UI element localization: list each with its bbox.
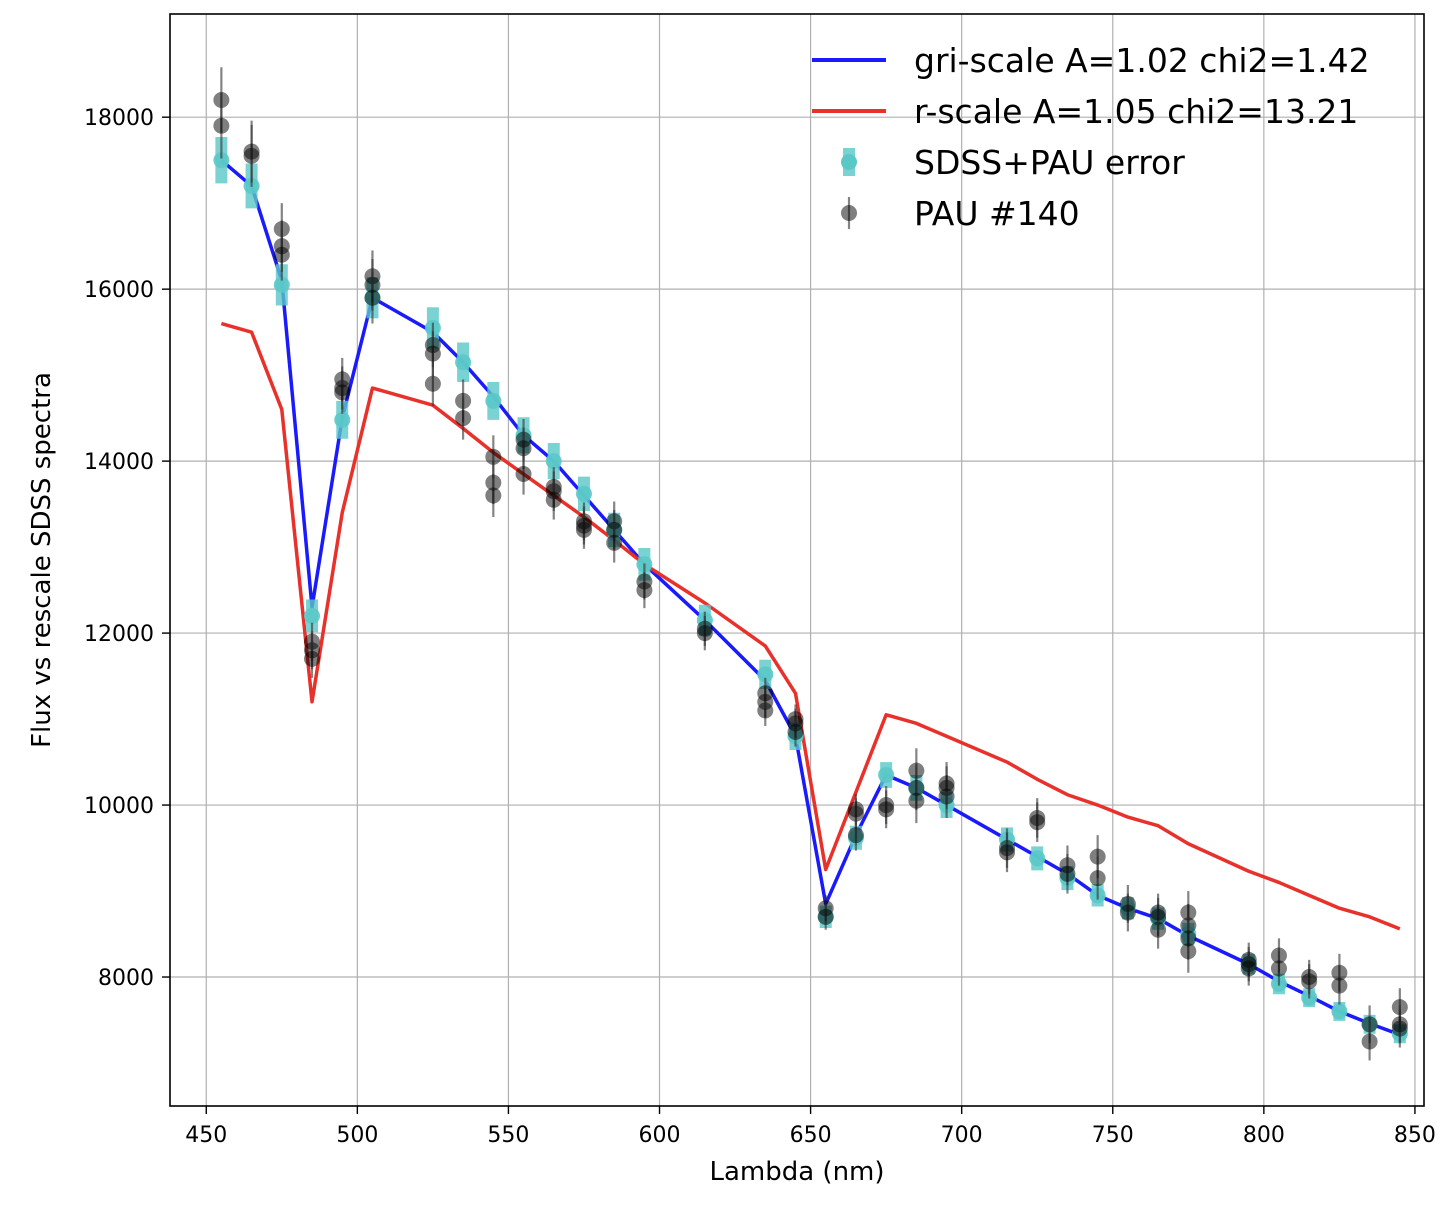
pau-point bbox=[1331, 977, 1348, 994]
x-tick-label: 550 bbox=[487, 1123, 529, 1148]
pau-point bbox=[606, 534, 623, 551]
pau-point bbox=[1029, 814, 1046, 831]
pau-point bbox=[908, 792, 925, 809]
y-tick-label: 10000 bbox=[84, 794, 154, 819]
pau-point bbox=[1119, 904, 1136, 921]
pau-point bbox=[1240, 960, 1257, 977]
sdss-pau-point bbox=[213, 152, 230, 169]
pau-point bbox=[1391, 1016, 1408, 1033]
y-axis-ticks: 8000 10000 12000 14000 16000 18000 bbox=[84, 106, 170, 991]
pau-point bbox=[424, 345, 441, 362]
x-tick-label: 750 bbox=[1092, 1123, 1134, 1148]
y-tick-label: 18000 bbox=[84, 106, 154, 131]
pau-point bbox=[273, 246, 290, 263]
sdss-pau-point bbox=[455, 354, 472, 371]
pau-point bbox=[757, 702, 774, 719]
sdss-pau-point bbox=[1029, 850, 1046, 867]
pau-point bbox=[787, 723, 804, 740]
pau-point bbox=[696, 625, 713, 642]
pau-point bbox=[1361, 1033, 1378, 1050]
pau-point bbox=[636, 582, 653, 599]
pau-point bbox=[304, 650, 321, 667]
pau-point bbox=[515, 466, 532, 483]
pau-point bbox=[485, 448, 502, 465]
pau-point bbox=[1180, 930, 1197, 947]
sdss-pau-point bbox=[545, 453, 562, 470]
legend-label: gri-scale A=1.02 chi2=1.42 bbox=[914, 41, 1370, 80]
pau-point bbox=[213, 117, 230, 134]
pau-point bbox=[878, 801, 895, 818]
sdss-pau-point bbox=[273, 276, 290, 293]
sdss-pau-point bbox=[878, 766, 895, 783]
y-tick-label: 16000 bbox=[84, 278, 154, 303]
chart-legend: gri-scale A=1.02 chi2=1.42 r-scale A=1.05… bbox=[812, 41, 1370, 233]
sdss-pau-point bbox=[304, 607, 321, 624]
pau-point bbox=[515, 440, 532, 457]
legend-label: r-scale A=1.05 chi2=13.21 bbox=[914, 92, 1358, 131]
pau-point bbox=[545, 491, 562, 508]
y-axis-label: Flux vs rescale SDSS spectra bbox=[27, 372, 57, 748]
x-tick-label: 450 bbox=[185, 1123, 227, 1148]
pau-point bbox=[1059, 865, 1076, 882]
sdss-pau-point bbox=[485, 392, 502, 409]
legend-marker-swatch bbox=[841, 205, 857, 221]
chart-grid bbox=[170, 14, 1424, 1106]
x-axis-ticks: 450 500 550 600 650 700 750 800 850 bbox=[185, 1106, 1436, 1148]
x-tick-label: 850 bbox=[1394, 1123, 1436, 1148]
pau-point bbox=[847, 801, 864, 818]
pau-point bbox=[847, 827, 864, 844]
pau-point bbox=[575, 517, 592, 534]
pau-point bbox=[1301, 969, 1318, 986]
y-tick-label: 12000 bbox=[84, 622, 154, 647]
x-tick-label: 650 bbox=[790, 1123, 832, 1148]
pau-point bbox=[938, 775, 955, 792]
pau-point bbox=[999, 844, 1016, 861]
pau-point bbox=[1270, 960, 1287, 977]
x-tick-label: 600 bbox=[639, 1123, 681, 1148]
legend-label: PAU #140 bbox=[914, 194, 1080, 233]
pau-point bbox=[757, 685, 774, 702]
pau-point bbox=[817, 908, 834, 925]
pau-point bbox=[243, 143, 260, 160]
pau-point bbox=[1089, 870, 1106, 887]
sdss-pau-point bbox=[1331, 1003, 1348, 1020]
x-tick-label: 700 bbox=[941, 1123, 983, 1148]
pau-point bbox=[364, 289, 381, 306]
pau-point bbox=[424, 375, 441, 392]
x-axis-label: Lambda (nm) bbox=[709, 1157, 884, 1187]
sdss-pau-point bbox=[575, 485, 592, 502]
sdss-pau-point bbox=[334, 411, 351, 428]
legend-label: SDSS+PAU error bbox=[914, 143, 1185, 182]
x-tick-label: 800 bbox=[1243, 1123, 1285, 1148]
legend-marker-swatch bbox=[841, 154, 857, 170]
x-tick-label: 500 bbox=[336, 1123, 378, 1148]
plot-frame bbox=[169, 13, 1425, 1107]
pau-point bbox=[334, 384, 351, 401]
pau-point bbox=[485, 487, 502, 504]
pau-140-points bbox=[213, 67, 1408, 1061]
y-tick-label: 14000 bbox=[84, 450, 154, 475]
r-scale-line bbox=[220, 321, 1401, 931]
sdss-pau-point bbox=[757, 666, 774, 683]
y-tick-label: 8000 bbox=[98, 966, 154, 991]
pau-point bbox=[455, 410, 472, 427]
pau-point bbox=[1150, 904, 1167, 921]
pau-point bbox=[1180, 904, 1197, 921]
